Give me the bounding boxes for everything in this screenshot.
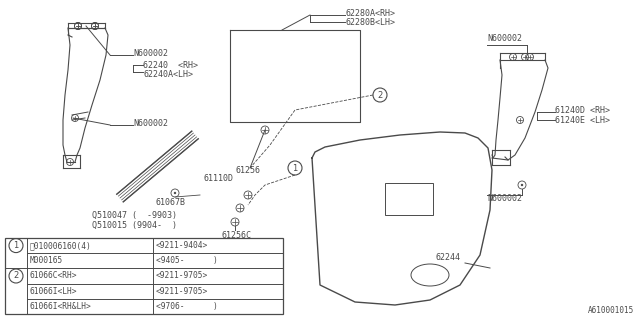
- Text: <9211-9705>: <9211-9705>: [156, 271, 208, 281]
- Text: N600002: N600002: [133, 49, 168, 58]
- Text: N600002: N600002: [487, 194, 522, 203]
- Text: 61066I<RH&LH>: 61066I<RH&LH>: [30, 302, 92, 311]
- Text: 1: 1: [292, 164, 298, 172]
- Text: 1: 1: [13, 241, 19, 250]
- Text: 62280B<LH>: 62280B<LH>: [345, 18, 395, 27]
- Text: 62244: 62244: [435, 253, 460, 262]
- Text: <9706-      ): <9706- ): [156, 302, 218, 311]
- Text: 61256: 61256: [235, 165, 260, 174]
- Text: 62280A<RH>: 62280A<RH>: [345, 9, 395, 18]
- Text: M000165: M000165: [30, 256, 63, 265]
- Text: N600002: N600002: [487, 34, 522, 43]
- Text: 61110D: 61110D: [204, 173, 234, 182]
- Text: 2: 2: [378, 91, 383, 100]
- Text: 61256C: 61256C: [222, 230, 252, 239]
- Text: 61067B: 61067B: [155, 197, 185, 206]
- Circle shape: [174, 192, 176, 194]
- Text: 62240  <RH>: 62240 <RH>: [143, 60, 198, 69]
- Text: 61066C<RH>: 61066C<RH>: [30, 271, 77, 281]
- Text: 61240E <LH>: 61240E <LH>: [555, 116, 610, 124]
- Text: 2: 2: [13, 271, 19, 281]
- Text: Ⓑ010006160(4): Ⓑ010006160(4): [30, 241, 92, 250]
- Text: Q510047 (  -9903): Q510047 ( -9903): [92, 211, 177, 220]
- Circle shape: [521, 184, 524, 186]
- Text: <9405-      ): <9405- ): [156, 256, 218, 265]
- Text: Q510015 (9904-  ): Q510015 (9904- ): [92, 220, 177, 229]
- Text: <9211-9705>: <9211-9705>: [156, 287, 208, 296]
- Text: 62240A<LH>: 62240A<LH>: [143, 69, 193, 78]
- Text: 61240D <RH>: 61240D <RH>: [555, 106, 610, 115]
- Text: N600002: N600002: [133, 118, 168, 127]
- Text: <9211-9404>: <9211-9404>: [156, 241, 208, 250]
- Text: 61066I<LH>: 61066I<LH>: [30, 287, 77, 296]
- Text: A610001015: A610001015: [588, 306, 634, 315]
